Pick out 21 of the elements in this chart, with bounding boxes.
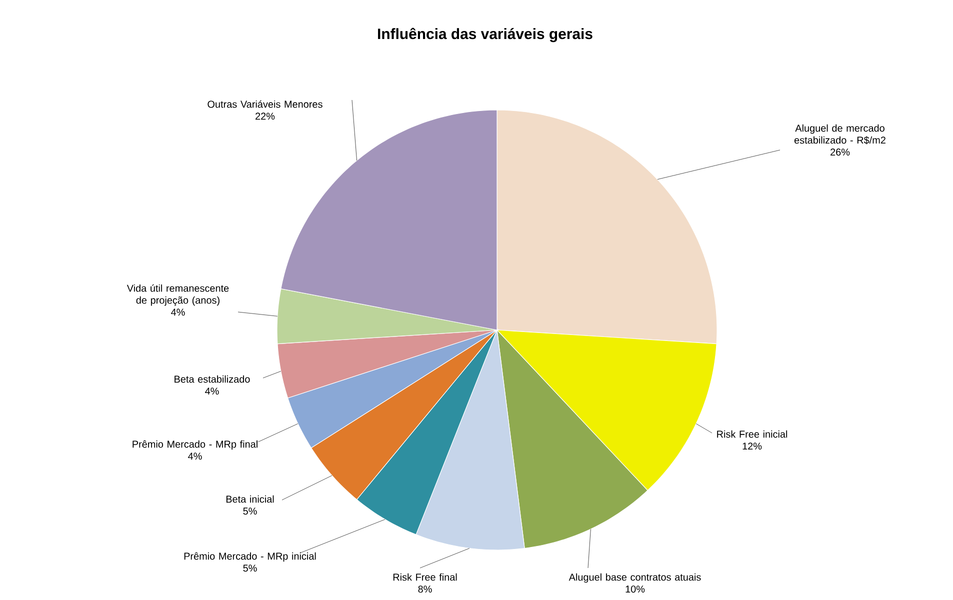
data-label: 22% [256,112,275,120]
slice-label: Risk Free inicial [717,430,788,438]
data-label: 12% [742,442,762,450]
slice-label: Beta inicial [226,495,274,503]
slice-label: Prêmio Mercado - MRp final [132,440,258,450]
chart-title: Influência das variáveis gerais [378,28,592,42]
data-label: 5% [243,508,257,515]
slice-label: Risk Free final [393,573,457,581]
slice-label: Beta estabilizado [174,375,250,383]
data-label: 26% [830,148,850,156]
data-label: 4% [171,308,185,316]
data-label: 4% [205,388,219,395]
data-label: 10% [626,586,645,593]
slice-label: Aluguel de mercado estabilizado - R$/m2 [794,124,886,144]
slice-label: Aluguel base contratos atuais [568,573,701,583]
slice-label: Prêmio Mercado - MRp inicial [184,552,316,562]
data-label: 8% [418,586,432,593]
data-label: 4% [188,452,202,460]
data-label: 5% [243,564,257,572]
slice-label: Outras Variáveis Menores [208,100,322,108]
slice-label: Vida útil remanescente de projeção (anos) [126,284,229,306]
